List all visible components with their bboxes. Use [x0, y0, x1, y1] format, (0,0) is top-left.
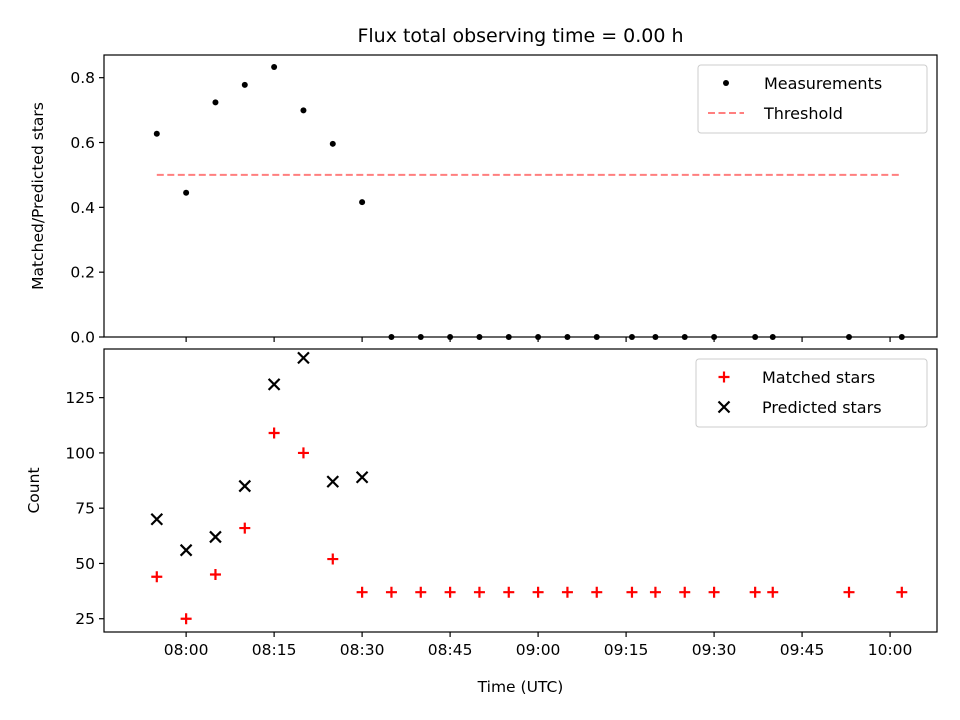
legend-swatch	[717, 400, 731, 414]
data-point	[268, 427, 280, 439]
y-tick-label: 125	[65, 389, 95, 407]
data-point	[626, 586, 638, 598]
x-tick-label: 08:15	[252, 641, 297, 659]
data-point	[652, 334, 659, 340]
series-matched-stars	[151, 427, 908, 625]
data-point	[415, 586, 427, 598]
data-point	[356, 586, 368, 598]
data-point	[752, 334, 759, 340]
data-point	[267, 378, 281, 391]
legend-label: Measurements	[764, 74, 882, 93]
y-axis-label: Matched/Predicted stars	[29, 102, 47, 290]
x-tick-label: 09:15	[604, 641, 649, 659]
data-point	[212, 99, 219, 106]
series-predicted-stars	[150, 351, 369, 557]
legend-label: Matched stars	[762, 368, 875, 387]
y-tick-label: 0.0	[70, 329, 95, 347]
y-tick-label: 0.6	[70, 134, 95, 152]
y-tick-label: 0.8	[70, 69, 95, 87]
legend-label: Threshold	[763, 104, 843, 123]
panel-ratio: 0.0 0.2 0.4 0.6 0.8 Matched/Predicted stars Fl…	[29, 25, 938, 347]
y-tick-label: 0.4	[70, 199, 95, 217]
data-point	[329, 140, 336, 147]
data-point	[679, 586, 691, 598]
data-point	[681, 334, 688, 340]
data-point	[767, 586, 779, 598]
data-point	[769, 334, 776, 340]
data-point	[297, 351, 310, 365]
data-point	[271, 63, 278, 70]
axes-frame	[103, 348, 938, 633]
data-point	[300, 107, 307, 114]
data-point	[385, 586, 397, 598]
data-point	[179, 543, 193, 557]
data-point	[505, 334, 512, 340]
legend: Measurements Threshold	[697, 64, 928, 134]
data-point	[150, 512, 164, 526]
data-point	[151, 571, 163, 583]
data-point	[239, 522, 251, 534]
data-point	[355, 470, 369, 484]
data-point	[535, 334, 542, 340]
legend-swatch	[718, 371, 730, 383]
data-point	[388, 334, 395, 340]
data-point	[503, 586, 515, 598]
data-point	[238, 479, 252, 493]
legend-label: Predicted stars	[762, 398, 882, 417]
data-point	[153, 130, 160, 137]
data-point	[896, 586, 908, 598]
y-axis-label: Count	[25, 467, 43, 513]
legend-swatch	[723, 80, 729, 86]
data-point	[473, 586, 485, 598]
data-point	[183, 189, 190, 196]
data-point	[591, 586, 603, 598]
data-point	[532, 586, 544, 598]
data-point	[898, 334, 905, 340]
data-point	[209, 569, 221, 581]
data-point	[843, 586, 855, 598]
data-point	[326, 475, 340, 488]
x-tick-label: 09:30	[692, 641, 737, 659]
chart-title: Flux total observing time = 0.00 h	[357, 25, 683, 47]
y-tick-label: 25	[75, 610, 95, 628]
x-tick-label: 08:00	[164, 641, 209, 659]
series-measurements	[153, 63, 905, 340]
x-tick-label: 09:45	[780, 641, 825, 659]
data-point	[711, 334, 718, 340]
data-point	[846, 334, 853, 340]
legend-frame	[697, 64, 928, 134]
x-axis-label: Time (UTC)	[477, 678, 564, 696]
y-tick-label: 0.2	[70, 264, 95, 282]
data-point	[593, 334, 600, 340]
panel-count: 25 50 75 100 125 08:00 08:15 08:30 08:45 09:00 09:…	[25, 348, 938, 696]
data-point	[649, 586, 661, 598]
data-point	[708, 586, 720, 598]
x-tick-label: 08:30	[340, 641, 385, 659]
data-point	[444, 586, 456, 598]
data-point	[180, 613, 192, 625]
legend: Matched stars Predicted stars	[695, 358, 928, 428]
data-point	[561, 586, 573, 598]
axes-frame	[103, 54, 938, 338]
data-point	[241, 81, 248, 88]
x-tick-label: 08:45	[428, 641, 473, 659]
y-tick-label: 100	[65, 444, 95, 462]
y-tick-label: 75	[75, 500, 95, 518]
data-point	[209, 530, 222, 544]
data-point	[359, 199, 366, 206]
data-point	[327, 553, 339, 565]
data-point	[476, 334, 483, 340]
x-tick-label: 10:00	[868, 641, 913, 659]
data-point	[749, 586, 761, 598]
x-tick-label: 09:00	[516, 641, 561, 659]
y-tick-label: 50	[75, 555, 95, 573]
legend-frame	[695, 358, 928, 428]
data-point	[447, 334, 454, 340]
data-point	[297, 447, 309, 459]
data-point	[417, 334, 424, 340]
data-point	[628, 334, 635, 340]
data-point	[564, 334, 571, 340]
